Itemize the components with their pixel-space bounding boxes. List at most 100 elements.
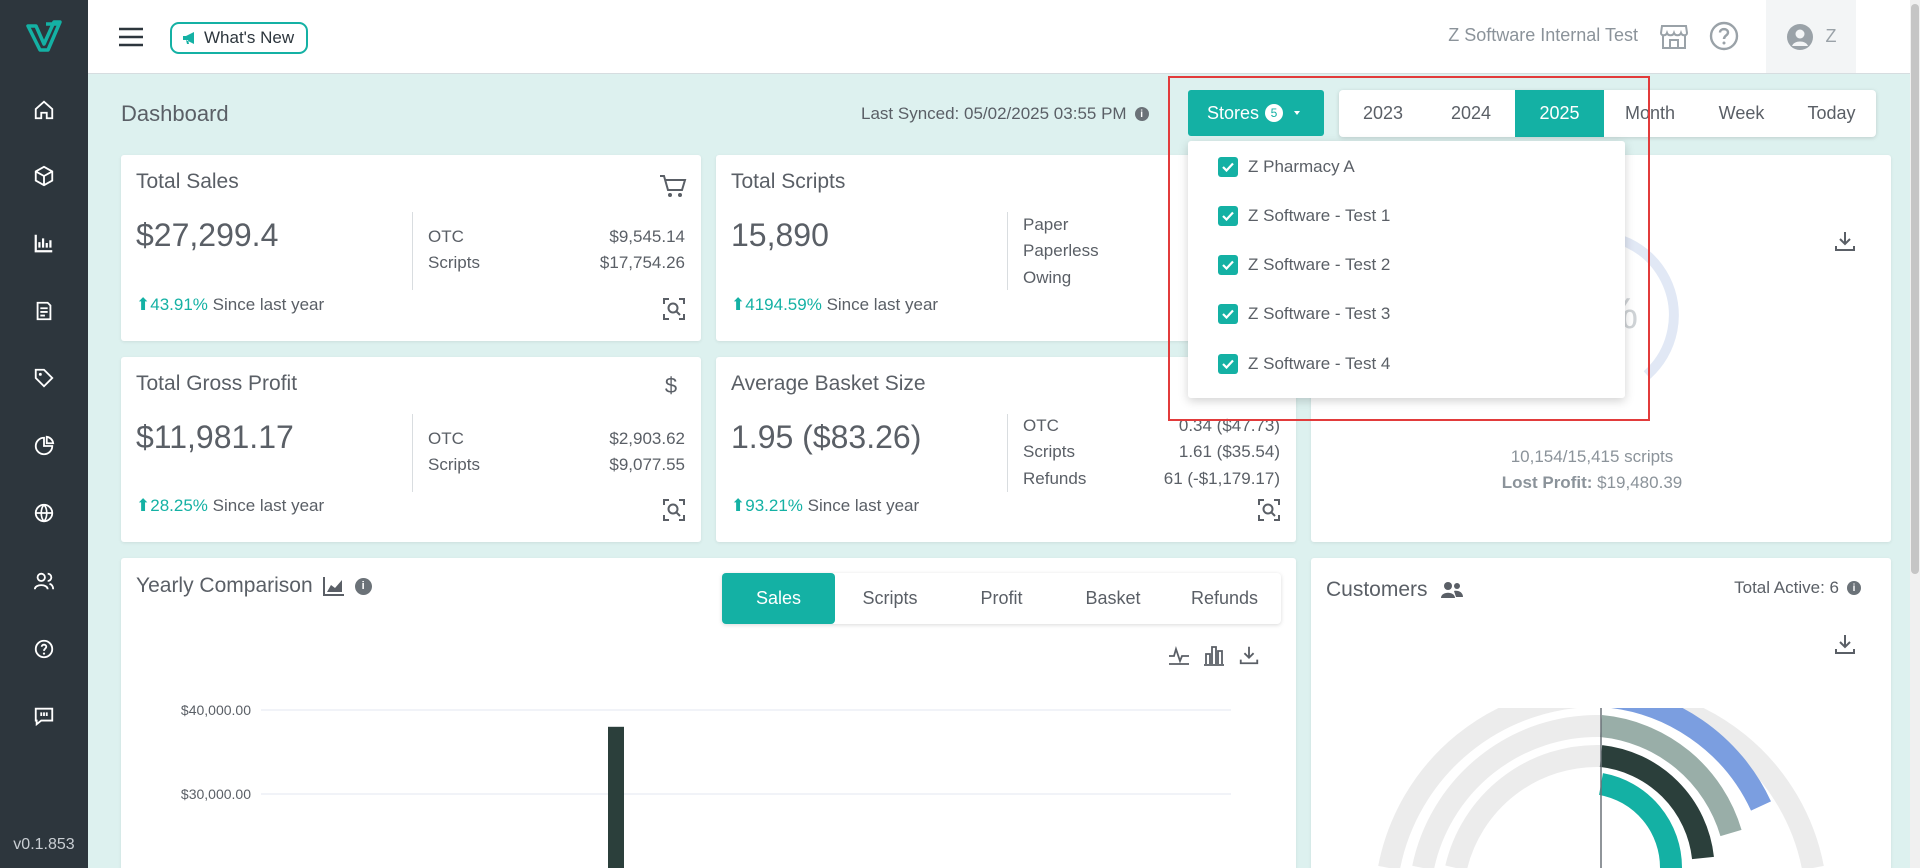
users-icon — [1440, 582, 1463, 598]
users-icon[interactable] — [0, 559, 88, 603]
period-month[interactable]: Month — [1624, 103, 1676, 123]
help-circle-icon[interactable] — [1708, 20, 1740, 52]
gross-profit-value: $11,981.17 — [136, 419, 294, 455]
store-option[interactable]: Z Software - Test 1 — [1218, 203, 1390, 229]
scripts-row: Scripts 1.61 ($35.54) — [1023, 442, 1280, 462]
card-title: Average Basket Size — [731, 372, 926, 395]
value: 1.61 ($35.54) — [1178, 442, 1280, 461]
annotation-highlight-box — [1168, 76, 1650, 421]
checkbox-checked-icon[interactable] — [1218, 304, 1238, 324]
area-chart-icon — [322, 577, 344, 596]
stores-dropdown-menu: Z Pharmacy A Z Software - Test 1 Z Softw… — [1188, 141, 1625, 398]
value: $2,903.62 — [609, 429, 685, 448]
period-week[interactable]: Week — [1718, 103, 1765, 123]
checkbox-checked-icon[interactable] — [1218, 157, 1238, 177]
label: Paperless — [1023, 241, 1099, 260]
otc-row: OTC $9,545.14 — [428, 227, 685, 247]
card-title: Customers — [1326, 578, 1428, 601]
tab-refunds[interactable]: Refunds — [1190, 588, 1259, 608]
store-option[interactable]: Z Software - Test 2 — [1218, 252, 1390, 278]
info-icon[interactable]: i — [1134, 107, 1149, 121]
growth-icon: ⬆ — [136, 496, 151, 515]
tab-scripts[interactable]: Scripts — [862, 588, 918, 608]
organization-name: Z Software Internal Test — [1448, 25, 1638, 45]
stores-dropdown-button[interactable]: Stores 5 — [1188, 90, 1324, 136]
cart-icon — [660, 175, 687, 197]
help-icon[interactable] — [0, 627, 88, 671]
megaphone-icon — [183, 32, 194, 44]
bar-chart-icon[interactable] — [0, 221, 88, 265]
divider — [1007, 212, 1008, 290]
scrollbar-thumb[interactable] — [1911, 4, 1919, 574]
otc-row: OTC $2,903.62 — [428, 429, 685, 449]
zoom-detail-icon[interactable] — [662, 297, 686, 321]
store-name: Z Software - Test 2 — [1248, 255, 1391, 274]
user-menu[interactable]: Z — [1766, 0, 1856, 73]
box-icon[interactable] — [0, 154, 88, 198]
store-option[interactable]: Z Pharmacy A — [1218, 154, 1355, 180]
avg-basket-value: 1.95 ($83.26) — [731, 419, 922, 455]
lost-profit: Lost Profit: $19,480.39 — [1311, 473, 1873, 493]
store-name: Z Software - Test 3 — [1248, 304, 1391, 323]
gross-profit-card: Total Gross Profit $ $11,981.17 OTC $2,90… — [121, 357, 701, 542]
refunds-row: Refunds 61 (-$1,179.17) — [1023, 469, 1280, 489]
sidebar: v0.1.853 — [0, 0, 88, 868]
period-2023[interactable]: 2023 — [1362, 103, 1404, 123]
report-icon[interactable] — [0, 289, 88, 333]
period-today[interactable]: Today — [1807, 103, 1856, 123]
since-label: Since last year — [807, 496, 920, 515]
store-option[interactable]: Z Software - Test 3 — [1218, 301, 1390, 327]
hamburger-menu-icon[interactable] — [118, 26, 144, 48]
store-icon[interactable] — [1658, 20, 1690, 52]
download-icon[interactable] — [1238, 644, 1260, 666]
line-chart-icon[interactable] — [1168, 644, 1190, 666]
paper-row: Paper — [1023, 215, 1068, 235]
tab-basket[interactable]: Basket — [1085, 588, 1141, 608]
total-scripts-value: 15,890 — [731, 217, 829, 253]
globe-icon[interactable] — [0, 491, 88, 535]
period-2024[interactable]: 2024 — [1450, 103, 1492, 123]
tab-sales[interactable]: Sales — [722, 573, 835, 624]
info-icon[interactable]: i — [354, 577, 372, 595]
growth-icon: ⬆ — [731, 496, 746, 515]
since-label: Since last year — [212, 295, 325, 314]
value: $17,754.26 — [599, 253, 685, 272]
checkbox-checked-icon[interactable] — [1218, 206, 1238, 226]
stores-label: Stores — [1206, 102, 1260, 123]
scrollbar[interactable] — [1910, 0, 1920, 868]
bar-chart-icon[interactable] — [1203, 644, 1225, 666]
download-icon[interactable] — [1833, 632, 1857, 656]
customers-header: Customers — [1326, 578, 1464, 602]
total-active: Total Active: 6 i — [1734, 578, 1861, 598]
info-icon[interactable]: i — [1847, 581, 1861, 595]
home-icon[interactable] — [0, 88, 88, 132]
logo-icon[interactable] — [24, 16, 64, 56]
card-title: Yearly Comparison — [136, 574, 313, 597]
stores-count-badge: 5 — [1265, 104, 1284, 122]
pie-chart-icon[interactable] — [0, 424, 88, 468]
total-sales-card: Total Sales $27,299.4 OTC $9,545.14 Scrip… — [121, 155, 701, 341]
version-label: v0.1.853 — [13, 836, 75, 853]
yearly-bar-chart: $40,000.00$30,000.00$20,000.00 — [181, 702, 1231, 868]
tab-profit[interactable]: Profit — [980, 588, 1023, 608]
download-icon[interactable] — [1833, 229, 1857, 253]
store-option[interactable]: Z Software - Test 4 — [1218, 351, 1390, 377]
since-last-year: ⬆93.21% Since last year — [731, 496, 919, 516]
dollar-icon: $ — [664, 373, 678, 398]
zoom-detail-icon[interactable] — [662, 498, 686, 522]
card-title: Total Sales — [136, 170, 239, 193]
zoom-detail-icon[interactable] — [1257, 498, 1281, 522]
chart-bar[interactable] — [608, 726, 624, 868]
growth-percent: 28.25% — [150, 496, 208, 515]
since-last-year: ⬆43.91% Since last year — [136, 295, 324, 315]
checkbox-checked-icon[interactable] — [1218, 255, 1238, 275]
tag-icon[interactable] — [0, 356, 88, 400]
growth-icon: ⬆ — [731, 295, 746, 314]
label: Scripts — [1023, 442, 1075, 461]
paperless-row: Paperless — [1023, 241, 1099, 261]
checkbox-checked-icon[interactable] — [1218, 354, 1238, 374]
whats-new-label: What's New — [204, 28, 295, 47]
period-2025[interactable]: 2025 — [1515, 90, 1604, 137]
feedback-icon[interactable] — [0, 694, 88, 738]
whats-new-button[interactable]: What's New — [170, 22, 309, 54]
